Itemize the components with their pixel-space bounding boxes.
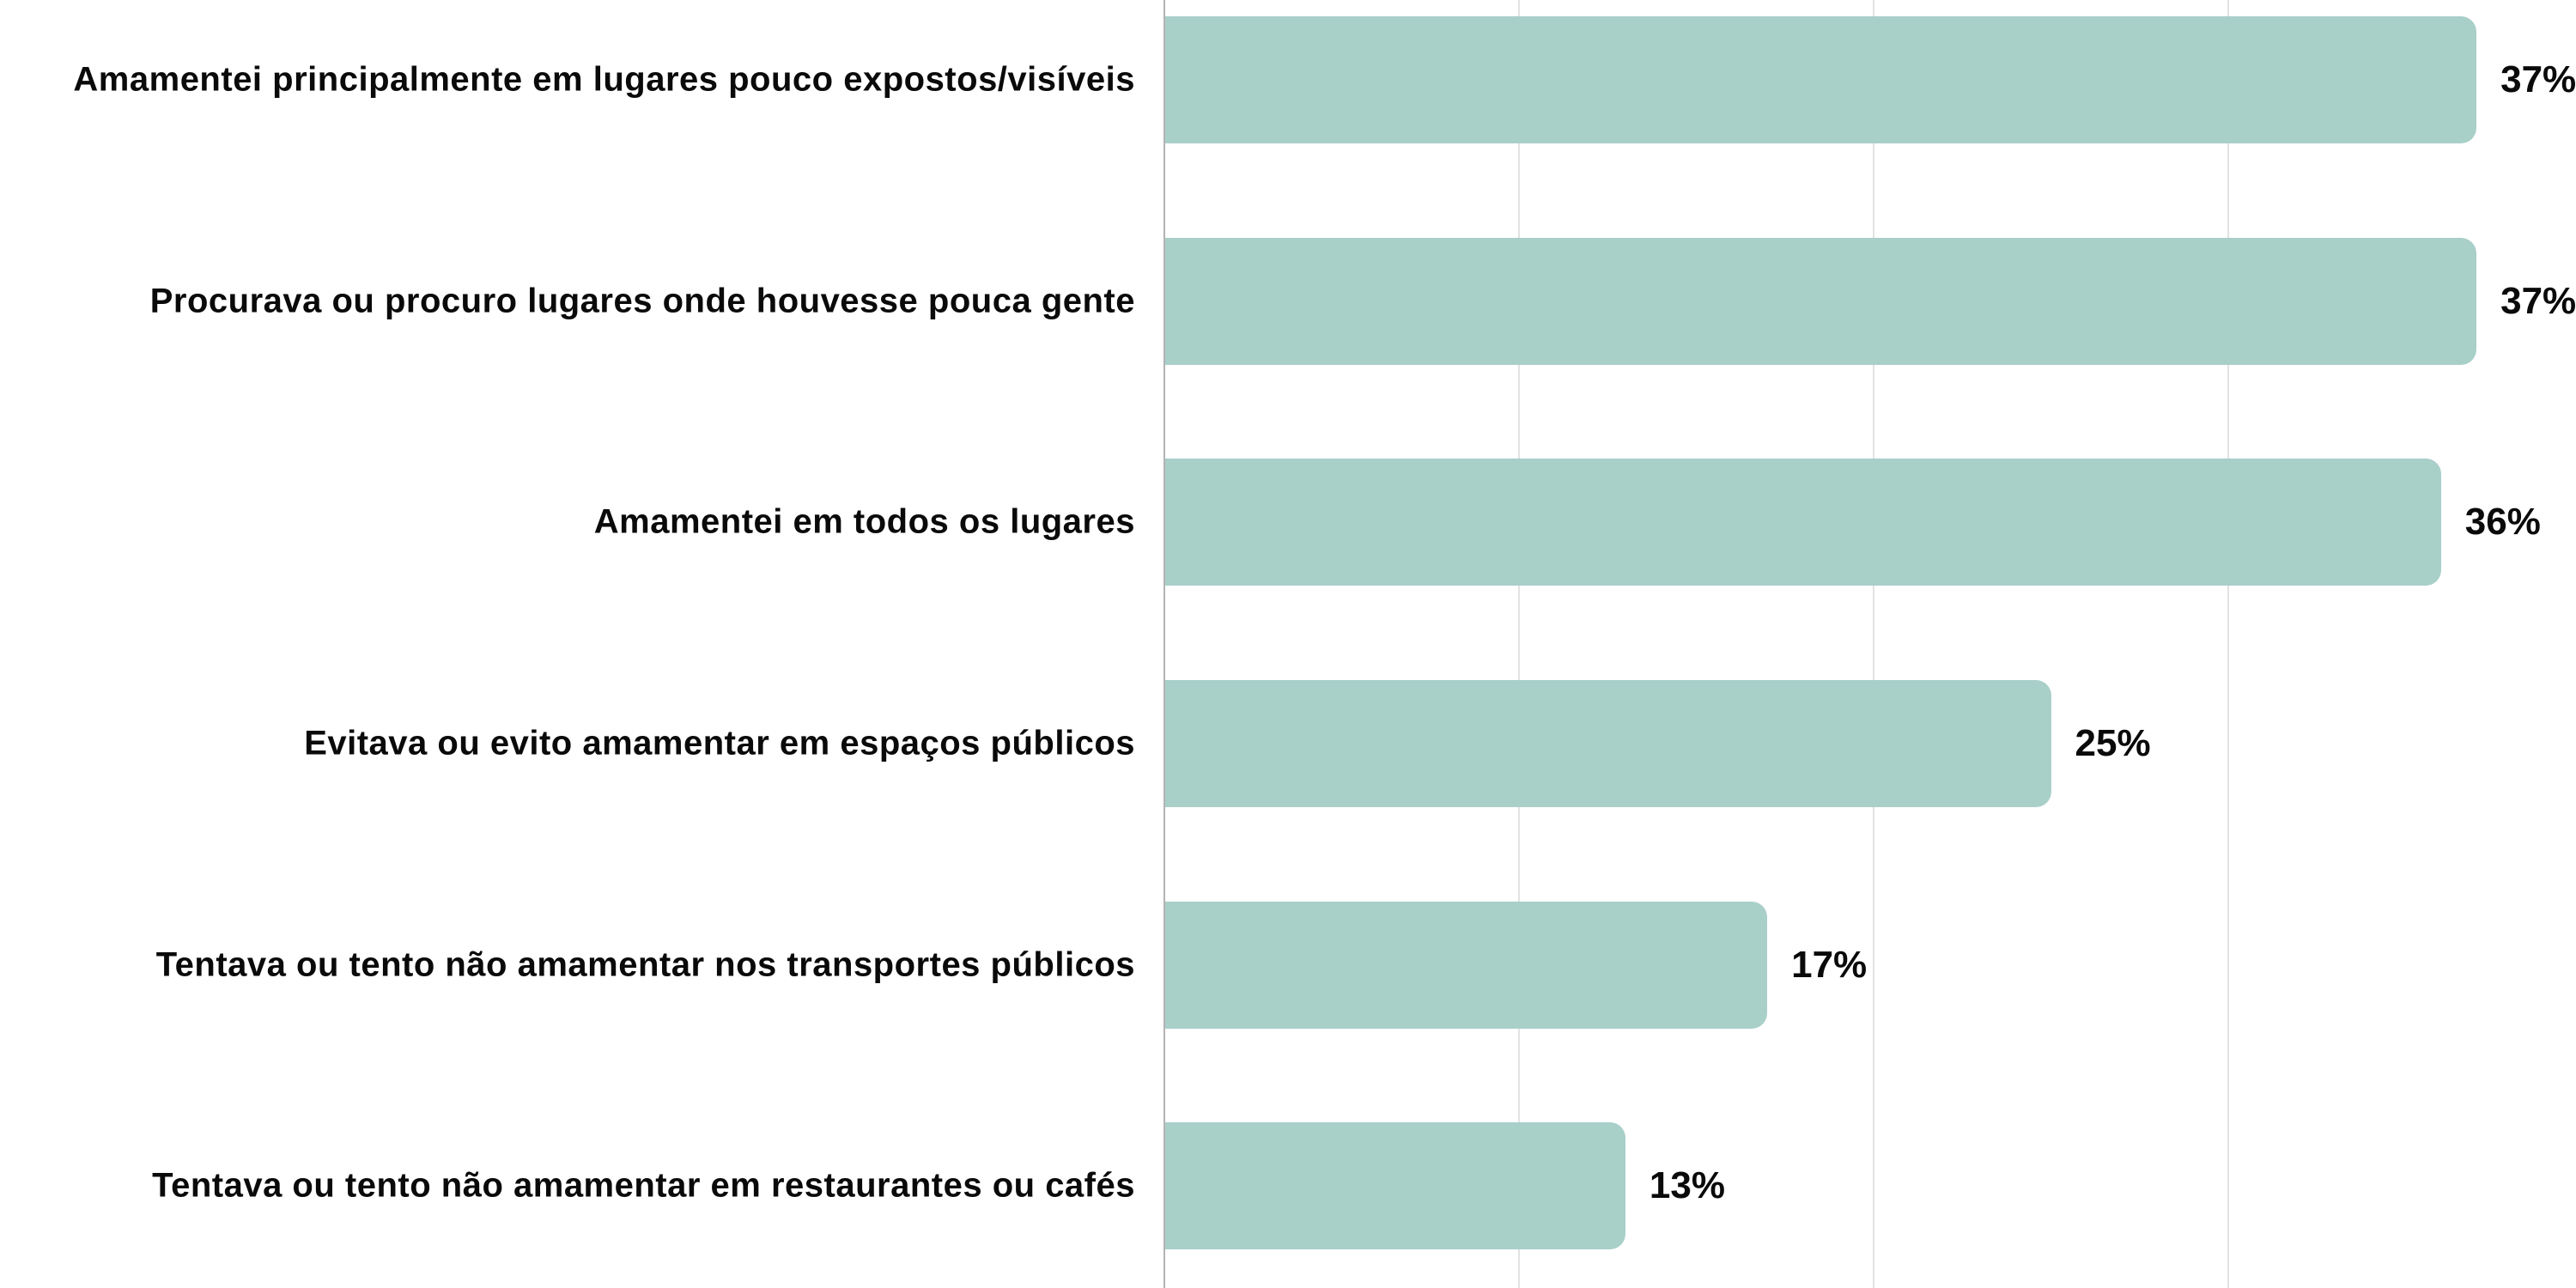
value-label: 17% xyxy=(1791,943,1868,986)
category-label: Amamentei em todos os lugares xyxy=(593,502,1135,541)
gridline-20pct xyxy=(1873,0,1874,1288)
bar xyxy=(1164,16,2477,143)
value-label: 37% xyxy=(2500,279,2576,322)
bar xyxy=(1164,1122,1625,1250)
bar-row: Tentava ou tento não amamentar nos trans… xyxy=(0,854,2576,1076)
bar-row: Tentava ou tento não amamentar em restau… xyxy=(0,1076,2576,1288)
value-label: 37% xyxy=(2500,58,2576,100)
y-axis-line xyxy=(1163,0,1165,1288)
bar xyxy=(1164,680,2051,808)
category-label: Procurava ou procuro lugares onde houves… xyxy=(149,282,1135,320)
value-label: 13% xyxy=(1649,1164,1725,1207)
category-label: Amamentei principalmente em lugares pouc… xyxy=(73,60,1135,99)
bar-row: Evitava ou evito amamentar em espaços pú… xyxy=(0,633,2576,854)
gridline-10pct xyxy=(1518,0,1520,1288)
value-label: 36% xyxy=(2464,501,2541,544)
bar-row: Amamentei em todos os lugares 36% xyxy=(0,412,2576,634)
bar-row: Amamentei principalmente em lugares pouc… xyxy=(0,0,2576,191)
value-label: 25% xyxy=(2075,722,2151,765)
bar xyxy=(1164,459,2441,586)
gridline-30pct xyxy=(2227,0,2229,1288)
bar-row: Procurava ou procuro lugares onde houves… xyxy=(0,191,2576,412)
category-label: Evitava ou evito amamentar em espaços pú… xyxy=(304,724,1135,762)
category-label: Tentava ou tento não amamentar em restau… xyxy=(152,1166,1135,1205)
bar xyxy=(1164,237,2477,365)
bar xyxy=(1164,901,1768,1029)
category-label: Tentava ou tento não amamentar nos trans… xyxy=(155,945,1135,984)
